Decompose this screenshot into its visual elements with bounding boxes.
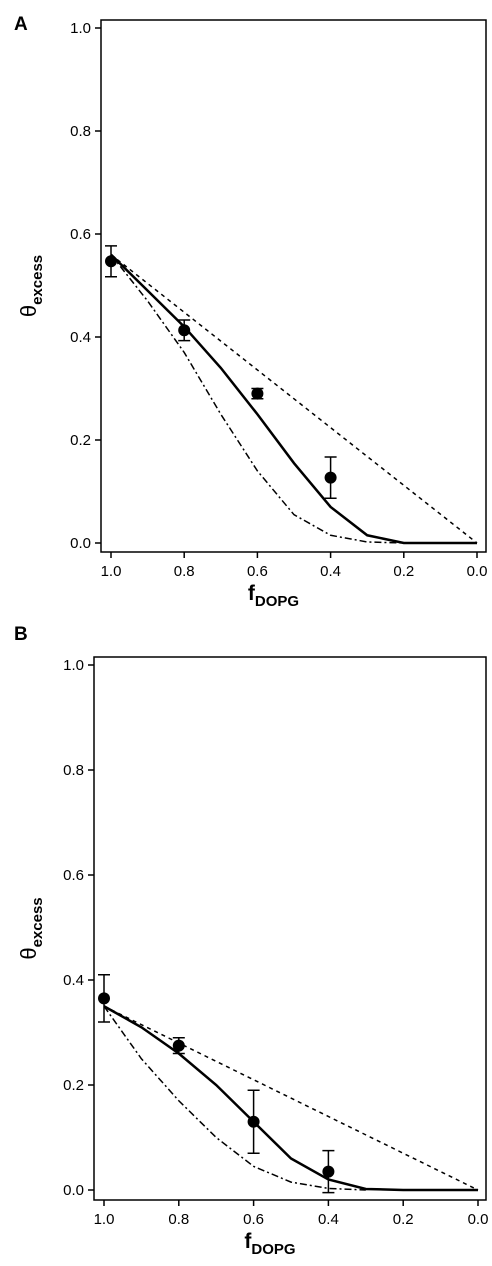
curve-dashed (110, 254, 478, 544)
y-tick-label: 0.4 (63, 972, 84, 989)
x-tick-label: 0.6 (247, 563, 268, 580)
curve-solid (110, 253, 477, 545)
x-axis-title-main: f (244, 1230, 252, 1253)
y-axis-title-main: θ (16, 305, 41, 317)
y-tick-label: 0.0 (63, 1182, 84, 1199)
x-tick-label: 0.8 (168, 1211, 189, 1228)
curve-dash-dot (103, 1005, 366, 1191)
y-tick-label: 0.8 (63, 762, 84, 779)
y-tick-label: 0.4 (70, 329, 91, 346)
x-axis-title-sub: DOPG (255, 593, 299, 610)
y-tick-label: 0.2 (70, 432, 91, 449)
y-axis-title-sub: excess (29, 897, 46, 947)
x-axis-title: fDOPG (244, 1230, 295, 1258)
y-axis-title: θexcess (16, 897, 46, 959)
x-tick-label: 0.0 (468, 1211, 489, 1228)
x-tick-label: 1.0 (101, 563, 122, 580)
curve-dashed (103, 1005, 479, 1191)
x-axis-title-sub: DOPG (251, 1241, 295, 1258)
x-tick-label: 0.4 (320, 563, 341, 580)
y-axis-title: θexcess (16, 255, 46, 317)
plot-frame (93, 656, 487, 1201)
y-tick-label: 0.8 (70, 123, 91, 140)
data-point (324, 471, 337, 484)
plot-frame (100, 19, 487, 553)
x-axis-title-main: f (248, 582, 256, 605)
y-tick-label: 0.6 (63, 867, 84, 884)
curve-solid (103, 1005, 478, 1192)
y-tick-label: 1.0 (63, 657, 84, 674)
x-tick-label: 0.8 (174, 563, 195, 580)
x-axis-title: fDOPG (248, 582, 299, 610)
data-point (322, 1165, 335, 1178)
y-tick-label: 0.6 (70, 226, 91, 243)
y-axis-title-main: θ (16, 947, 41, 959)
x-tick-label: 1.0 (94, 1211, 115, 1228)
x-tick-label: 0.4 (318, 1211, 339, 1228)
x-tick-label: 0.6 (243, 1211, 264, 1228)
data-point (172, 1039, 185, 1052)
x-tick-label: 0.2 (393, 563, 414, 580)
y-tick-label: 0.0 (70, 535, 91, 552)
data-point (178, 324, 191, 337)
curve-dash-dot (110, 254, 404, 544)
y-tick-label: 0.2 (63, 1077, 84, 1094)
y-axis-title-sub: excess (29, 255, 46, 305)
x-tick-label: 0.2 (393, 1211, 414, 1228)
x-tick-label: 0.0 (467, 563, 488, 580)
data-point (251, 387, 264, 400)
y-tick-label: 1.0 (70, 20, 91, 37)
panel-label: A (14, 14, 28, 35)
data-point (98, 992, 110, 1005)
panel-label: B (14, 624, 28, 645)
